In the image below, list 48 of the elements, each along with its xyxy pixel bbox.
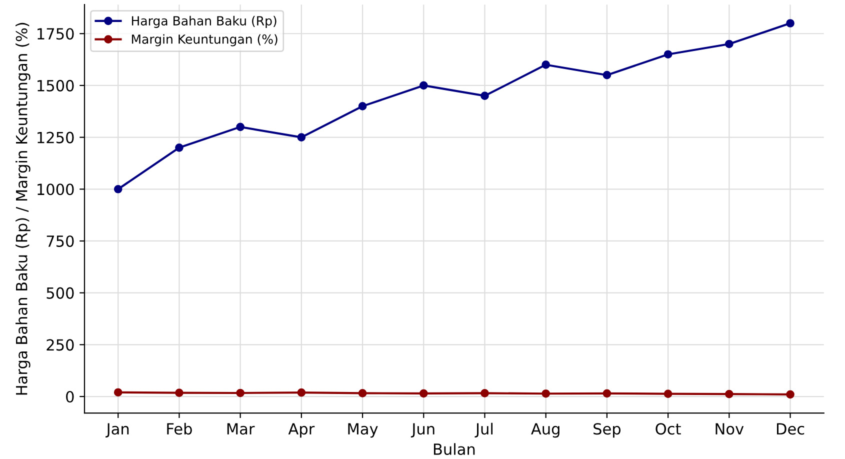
y-tick-label: 500 bbox=[46, 287, 74, 299]
point bbox=[480, 92, 489, 100]
point bbox=[542, 60, 550, 69]
x-tick-label: Sep bbox=[594, 423, 621, 438]
y-axis-title: Harga Bahan Baku (Rp) / Margin Keuntungan (%) bbox=[16, 22, 30, 395]
x-tick-label: May bbox=[348, 423, 378, 438]
x-tick-label: Dec bbox=[776, 423, 804, 435]
point bbox=[419, 81, 428, 90]
x-tick-label: Jan bbox=[106, 423, 129, 438]
point bbox=[724, 40, 734, 48]
x-tick-label: Mar bbox=[227, 423, 255, 435]
x-tick-label: Jun bbox=[410, 423, 434, 438]
point bbox=[724, 390, 734, 398]
point bbox=[297, 388, 306, 397]
point bbox=[358, 389, 367, 398]
point bbox=[419, 389, 428, 398]
point bbox=[786, 19, 794, 28]
x-tick-label: Nov bbox=[716, 423, 744, 435]
x-tick-label: Apr bbox=[288, 423, 315, 438]
y-tick-label: 250 bbox=[46, 339, 74, 351]
y-tick-label: 1750 bbox=[38, 28, 74, 40]
x-tick-label: Oct bbox=[656, 423, 681, 435]
point bbox=[602, 389, 612, 398]
y-tick-label: 0 bbox=[66, 390, 74, 403]
point bbox=[114, 184, 122, 194]
point bbox=[358, 102, 367, 110]
point bbox=[602, 70, 612, 80]
point bbox=[664, 390, 672, 398]
x-tick-label: Feb bbox=[167, 422, 192, 435]
point bbox=[236, 388, 244, 398]
y-tick-label: 1250 bbox=[38, 132, 74, 144]
point bbox=[297, 133, 306, 142]
point bbox=[236, 122, 244, 132]
y-tick-label: 1500 bbox=[38, 80, 74, 92]
x-axis-title: Bulan bbox=[434, 443, 475, 455]
x-tick-label: Jul bbox=[474, 422, 493, 438]
legend-label: Harga Bahan Baku (Rp) bbox=[132, 16, 276, 28]
x-tick-label: Aug bbox=[531, 423, 560, 438]
y-tick-label: 750 bbox=[46, 235, 74, 248]
point bbox=[175, 388, 184, 397]
point bbox=[664, 50, 672, 59]
point bbox=[175, 144, 184, 152]
point bbox=[480, 389, 489, 398]
legend-label: Margin Keuntungan (%) bbox=[132, 34, 278, 46]
point bbox=[542, 389, 550, 398]
point bbox=[114, 388, 122, 397]
point bbox=[786, 390, 794, 399]
y-tick-label: 1000 bbox=[38, 184, 74, 196]
